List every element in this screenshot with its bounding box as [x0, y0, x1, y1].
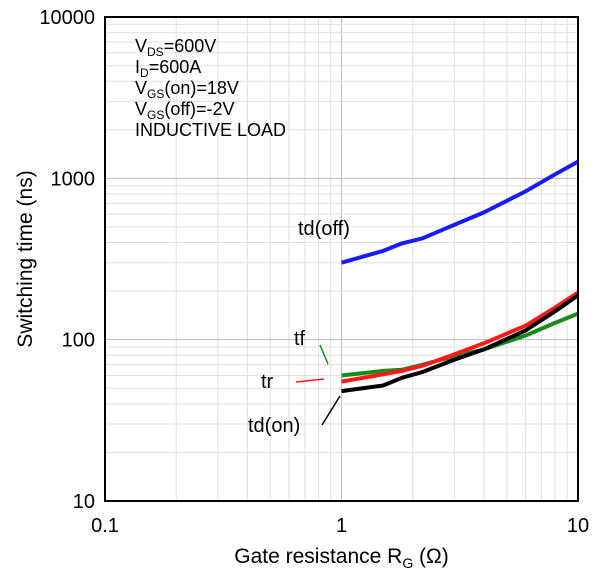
curve-label-tf: tf [294, 328, 306, 350]
leader-line [295, 378, 325, 383]
series-lines [340, 159, 580, 394]
y-tick-label: 10 [73, 491, 95, 513]
x-axis-label: Gate resistance RG (Ω) [234, 545, 449, 571]
x-axis-label-tail: (Ω) [413, 545, 449, 568]
series-line-tdoff [340, 159, 579, 265]
series-line-tr [341, 290, 580, 384]
tick-labels: 0.1 1 10 10 100 1000 10000 [39, 7, 589, 537]
condition-line: ID=600A [135, 57, 201, 80]
x-axis-label-sub: G [402, 555, 413, 571]
grid [105, 17, 578, 501]
x-axis-label-main: Gate resistance R [234, 545, 402, 568]
curve-label-tdoff: td(off) [298, 218, 350, 240]
x-tick-label: 1 [336, 515, 347, 537]
x-tick-label: 10 [567, 515, 589, 537]
plot-frame [104, 16, 579, 502]
leader-line [321, 395, 341, 426]
x-tick-label: 0.1 [91, 515, 119, 537]
series-line-tdon [341, 293, 580, 394]
series-line-tf [341, 311, 579, 378]
leader-line [319, 344, 329, 365]
condition-line: INDUCTIVE LOAD [135, 120, 286, 140]
curve-label-tdon: td(on) [248, 415, 300, 437]
y-tick-label: 1000 [51, 168, 96, 190]
test-conditions: VDS=600VID=600AVGS(on)=18VVGS(off)=-2VIN… [135, 36, 286, 140]
y-axis-label: Switching time (ns) [14, 170, 37, 347]
condition-line: VGS(off)=-2V [135, 99, 235, 122]
y-tick-label: 100 [62, 330, 95, 352]
curve-label-tr: tr [261, 371, 274, 393]
y-tick-label: 10000 [39, 7, 95, 29]
condition-line: VDS=600V [135, 36, 216, 59]
condition-line: VGS(on)=18V [135, 78, 239, 101]
